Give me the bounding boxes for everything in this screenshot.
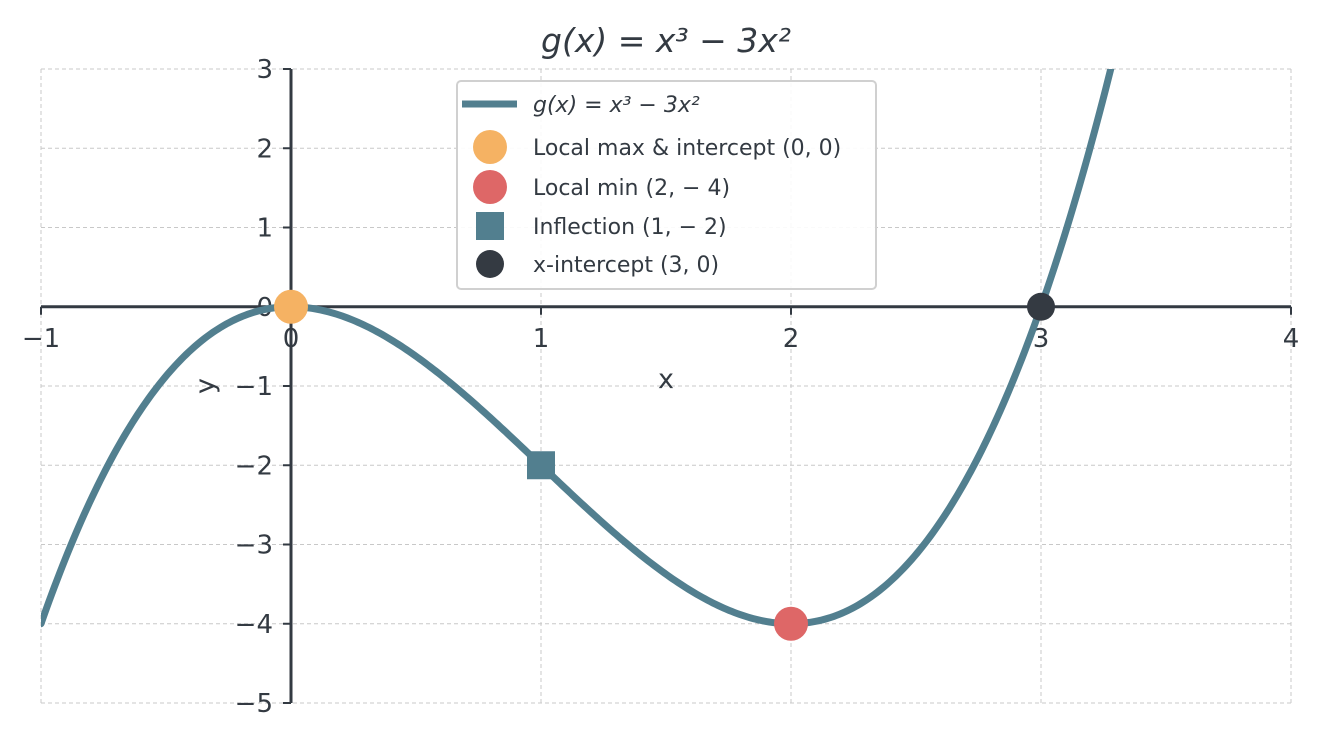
legend-label: g(x) = x³ − 3x² — [533, 93, 700, 118]
legend-label: Local min (2, − 4) — [533, 176, 730, 201]
y-tick-label: −5 — [235, 689, 273, 719]
y-tick-label: −4 — [235, 610, 273, 640]
legend: g(x) = x³ − 3x² Local max & intercept (0,… — [456, 80, 877, 290]
y-axis-label: y — [190, 378, 221, 394]
legend-circle-swatch — [473, 170, 507, 204]
inflection-point-marker — [527, 451, 555, 480]
y-tick-label: 1 — [256, 214, 273, 244]
x-tick-label: 4 — [1283, 324, 1300, 354]
legend-label: Inflection (1, − 2) — [533, 215, 727, 240]
y-tick-label: 3 — [256, 55, 273, 85]
x-tick-label: 3 — [1033, 324, 1050, 354]
chart-title: g(x) = x³ − 3x² — [541, 21, 791, 60]
legend-circle-swatch — [476, 250, 504, 278]
legend-label: Local max & intercept (0, 0) — [533, 136, 841, 161]
x-tick-label: 0 — [283, 324, 300, 354]
legend-circle-swatch — [473, 130, 507, 164]
x-tick-label: −1 — [22, 324, 60, 354]
y-tick-label: −3 — [235, 531, 273, 561]
y-tick-label: −1 — [235, 372, 273, 402]
series-line — [41, 69, 1115, 628]
point-marker — [774, 606, 808, 641]
legend-label: x-intercept (3, 0) — [533, 253, 719, 278]
y-tick-label: −2 — [235, 451, 273, 481]
point-marker — [274, 289, 308, 324]
x-axis-label: x — [658, 364, 674, 395]
plot-area — [41, 69, 1115, 641]
x-tick-label: 2 — [783, 324, 800, 354]
point-marker — [1027, 292, 1055, 321]
legend-box — [456, 80, 877, 290]
legend-square-swatch — [476, 212, 504, 240]
x-tick-label: 1 — [533, 324, 550, 354]
y-tick-label: 2 — [256, 134, 273, 164]
